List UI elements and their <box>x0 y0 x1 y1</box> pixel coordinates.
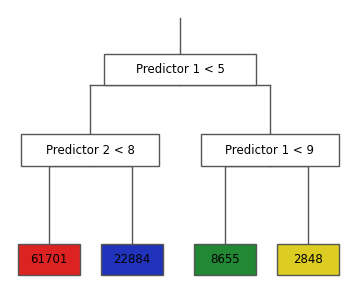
Text: 8655: 8655 <box>210 253 240 266</box>
Text: Predictor 1 < 9: Predictor 1 < 9 <box>225 143 314 157</box>
FancyBboxPatch shape <box>21 134 159 166</box>
Text: Predictor 1 < 5: Predictor 1 < 5 <box>136 63 224 76</box>
Text: 2848: 2848 <box>293 253 323 266</box>
FancyBboxPatch shape <box>201 134 339 166</box>
FancyBboxPatch shape <box>277 244 339 275</box>
FancyBboxPatch shape <box>194 244 256 275</box>
FancyBboxPatch shape <box>100 244 163 275</box>
Text: 22884: 22884 <box>113 253 150 266</box>
FancyBboxPatch shape <box>18 244 80 275</box>
Text: 61701: 61701 <box>30 253 67 266</box>
Text: Predictor 2 < 8: Predictor 2 < 8 <box>46 143 135 157</box>
FancyBboxPatch shape <box>104 53 256 85</box>
